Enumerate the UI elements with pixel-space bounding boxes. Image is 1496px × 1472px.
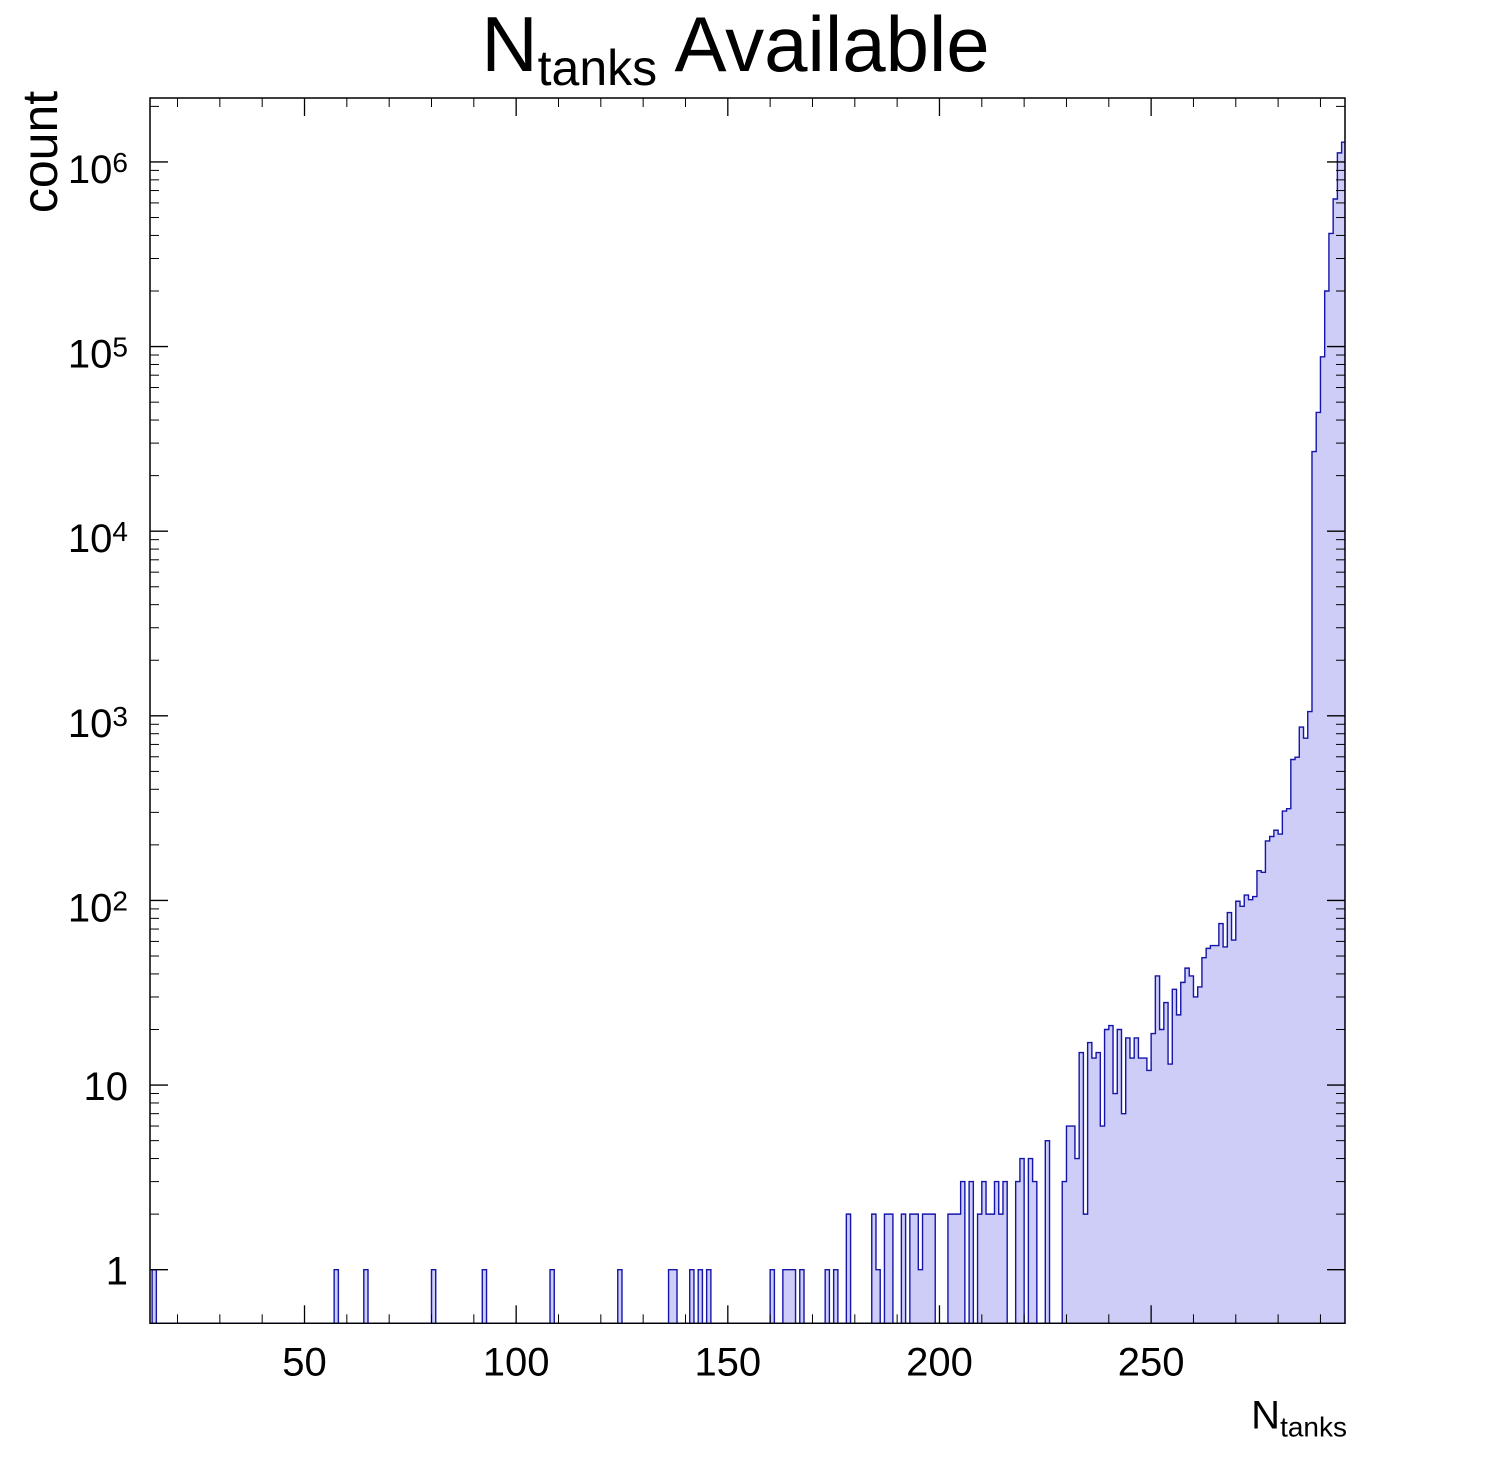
svg-text:100: 100 [483, 1340, 550, 1384]
svg-text:1: 1 [106, 1250, 128, 1294]
svg-text:250: 250 [1118, 1340, 1185, 1384]
svg-text:Ntanks: Ntanks [1251, 1393, 1347, 1442]
svg-text:104: 104 [68, 516, 128, 561]
svg-text:count: count [12, 91, 68, 213]
svg-text:200: 200 [906, 1340, 973, 1384]
svg-text:103: 103 [68, 701, 128, 746]
svg-text:102: 102 [68, 885, 128, 930]
svg-text:50: 50 [282, 1340, 327, 1384]
svg-text:106: 106 [68, 147, 128, 192]
svg-text:10: 10 [84, 1065, 129, 1109]
svg-text:150: 150 [694, 1340, 761, 1384]
svg-text:105: 105 [68, 331, 128, 376]
svg-text:Ntanks Available: Ntanks Available [481, 0, 989, 96]
